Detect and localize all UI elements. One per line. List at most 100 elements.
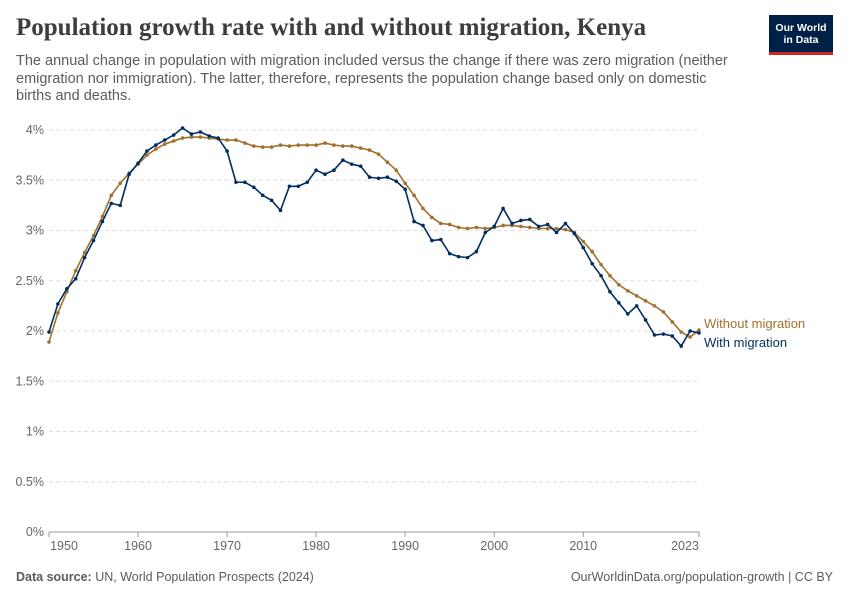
data-point xyxy=(100,219,105,224)
data-point xyxy=(332,168,336,172)
data-point xyxy=(305,143,310,147)
y-axis-ticks: 0% 0.5% 1% 1.5% 2% 2.5% 3% 3.5% 4% xyxy=(16,123,45,539)
data-point xyxy=(697,331,701,335)
data-point xyxy=(243,141,247,145)
data-point xyxy=(234,180,238,185)
data-point xyxy=(180,126,185,130)
data-point xyxy=(483,230,488,235)
y-tick-label: 4% xyxy=(26,123,44,137)
data-point xyxy=(73,268,78,273)
data-point xyxy=(269,198,274,203)
source-url-link[interactable]: OurWorldinData.org/population-growth | C… xyxy=(570,570,833,584)
data-point xyxy=(634,294,639,298)
data-point xyxy=(73,276,78,281)
data-point xyxy=(625,312,630,316)
data-point xyxy=(474,249,479,254)
data-point xyxy=(572,231,577,236)
data-point xyxy=(474,225,479,230)
data-point xyxy=(118,203,123,208)
data-point xyxy=(100,214,105,219)
legend-label-without-migration[interactable]: Without migration xyxy=(704,316,805,331)
data-point xyxy=(198,130,203,134)
data-point xyxy=(563,221,568,226)
data-point xyxy=(670,334,675,338)
data-point xyxy=(91,238,96,243)
data-point xyxy=(661,310,666,314)
data-point xyxy=(661,332,666,336)
data-point xyxy=(171,133,176,137)
data-point xyxy=(625,289,630,293)
data-point xyxy=(332,143,336,147)
data-point xyxy=(617,282,621,287)
legend-label-with-migration[interactable]: With migration xyxy=(704,335,787,350)
data-point xyxy=(367,148,372,152)
y-tick-label: 3.5% xyxy=(16,173,45,187)
data-point xyxy=(260,193,265,198)
data-point xyxy=(545,222,550,227)
data-point xyxy=(154,147,158,151)
data-point xyxy=(670,320,675,324)
grid-lines xyxy=(49,129,699,483)
data-point xyxy=(127,172,131,177)
y-tick-label: 2.5% xyxy=(16,274,45,288)
y-tick-label: 1% xyxy=(26,425,44,439)
data-point xyxy=(269,145,274,149)
x-tick-label: 1960 xyxy=(124,539,152,553)
data-point xyxy=(545,226,550,231)
data-point xyxy=(581,245,586,250)
y-tick-label: 1.5% xyxy=(16,374,45,388)
data-point xyxy=(323,141,327,145)
data-point xyxy=(465,255,470,260)
data-point xyxy=(287,144,292,148)
data-point xyxy=(483,226,488,231)
data-point xyxy=(430,215,434,220)
data-point xyxy=(154,143,158,147)
data-point xyxy=(367,175,372,180)
data-point xyxy=(207,134,212,138)
data-point xyxy=(358,164,363,168)
legend: Without migration With migration xyxy=(704,316,805,350)
data-point xyxy=(251,185,256,190)
series-line-with-migration[interactable] xyxy=(48,127,700,347)
x-tick-label: 2000 xyxy=(480,539,508,553)
data-point xyxy=(412,193,416,198)
data-point xyxy=(109,201,114,206)
logo-line-2: in Data xyxy=(783,33,819,46)
data-point xyxy=(554,226,559,231)
data-point xyxy=(590,249,594,254)
data-point xyxy=(216,136,220,140)
data-point xyxy=(456,254,461,259)
data-point xyxy=(385,160,390,164)
owid-logo[interactable]: Our World in Data xyxy=(769,15,833,55)
series-line-without-migration[interactable] xyxy=(48,136,700,343)
data-point xyxy=(341,158,345,162)
data-point xyxy=(438,237,443,242)
data-point xyxy=(679,330,683,334)
data-point xyxy=(56,311,60,315)
data-point xyxy=(394,179,399,184)
x-tick-label: 1950 xyxy=(50,539,78,553)
x-tick-label: 2010 xyxy=(569,539,597,553)
data-point xyxy=(171,139,176,143)
data-point xyxy=(118,181,123,186)
data-point xyxy=(643,318,648,322)
data-point xyxy=(536,224,541,229)
data-point xyxy=(162,138,167,142)
data-point xyxy=(314,143,318,147)
data-point xyxy=(394,168,399,172)
data-point xyxy=(403,187,407,192)
data-point xyxy=(145,153,149,157)
data-point xyxy=(554,230,559,235)
data-point xyxy=(590,261,594,266)
y-tick-label: 2% xyxy=(26,324,44,338)
data-point xyxy=(349,162,354,166)
data-point xyxy=(296,143,301,147)
data-point xyxy=(430,238,434,243)
data-point xyxy=(608,290,612,294)
data-source-label: Data source: xyxy=(16,570,92,584)
data-point xyxy=(278,208,283,213)
data-point xyxy=(287,184,292,189)
data-point xyxy=(617,301,621,305)
data-point xyxy=(65,286,69,291)
data-point xyxy=(296,184,301,189)
